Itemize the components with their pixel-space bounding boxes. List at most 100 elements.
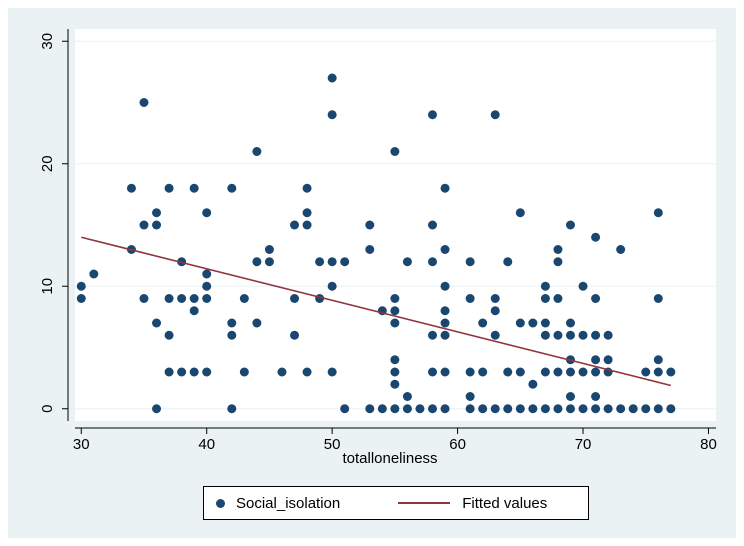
x-tick-label-80: 80 xyxy=(700,436,717,453)
data-point xyxy=(76,294,86,303)
x-tick-label-60: 60 xyxy=(449,436,466,453)
data-point xyxy=(177,294,187,303)
data-point xyxy=(428,404,438,414)
data-point xyxy=(139,294,149,303)
data-point xyxy=(202,281,212,291)
data-point xyxy=(540,318,550,328)
data-point xyxy=(440,183,450,193)
data-point xyxy=(164,294,174,303)
data-point xyxy=(603,355,613,365)
legend-item-fit: Fitted values xyxy=(340,495,547,512)
data-point xyxy=(565,220,575,230)
data-point xyxy=(565,318,575,328)
data-point xyxy=(565,330,575,340)
data-point xyxy=(202,269,212,279)
data-point xyxy=(365,404,375,414)
points-layer xyxy=(76,73,676,414)
data-point xyxy=(565,392,575,401)
data-point xyxy=(465,257,475,267)
x-axis-title: totalloneliness xyxy=(342,450,437,467)
x-tick-label-40: 40 xyxy=(198,436,215,453)
data-point xyxy=(202,294,212,303)
data-point xyxy=(503,367,513,377)
data-point xyxy=(591,294,601,303)
data-point xyxy=(202,367,212,377)
data-point xyxy=(327,257,337,267)
data-point xyxy=(565,367,575,377)
data-point xyxy=(440,367,450,377)
data-point xyxy=(402,404,412,414)
fit-layer xyxy=(81,236,672,387)
data-point xyxy=(189,306,199,316)
data-point xyxy=(440,281,450,291)
data-point xyxy=(164,183,174,193)
data-point xyxy=(365,220,375,230)
data-point xyxy=(252,318,262,328)
data-point xyxy=(390,306,400,316)
data-point xyxy=(440,306,450,316)
data-point xyxy=(327,281,337,291)
data-point xyxy=(490,110,500,120)
data-point xyxy=(227,330,237,340)
data-point xyxy=(189,183,199,193)
data-point xyxy=(653,367,663,377)
data-point xyxy=(540,281,550,291)
data-point xyxy=(440,330,450,340)
data-point xyxy=(327,110,337,120)
data-point xyxy=(490,306,500,316)
data-point xyxy=(603,404,613,414)
data-point xyxy=(578,281,588,291)
data-point xyxy=(490,404,500,414)
data-point xyxy=(227,404,237,414)
data-point xyxy=(428,330,438,340)
data-point xyxy=(139,98,149,107)
data-point xyxy=(152,208,162,218)
data-point xyxy=(540,404,550,414)
data-point xyxy=(264,245,274,254)
data-point xyxy=(390,367,400,377)
graph-region: 0 10 20 30 30 40 50 60 70 80 totalloneliness Soci… xyxy=(8,8,736,538)
data-point xyxy=(152,318,162,328)
data-point xyxy=(528,379,538,389)
data-point xyxy=(152,404,162,414)
data-point xyxy=(89,269,99,279)
x-tick-label-70: 70 xyxy=(575,436,592,453)
data-point xyxy=(553,404,563,414)
data-point xyxy=(616,404,626,414)
data-point xyxy=(428,110,438,120)
data-point xyxy=(540,367,550,377)
data-point xyxy=(302,208,312,218)
data-point xyxy=(591,367,601,377)
data-point xyxy=(302,183,312,193)
data-point xyxy=(327,73,337,83)
data-point xyxy=(503,404,513,414)
data-point xyxy=(478,367,488,377)
data-point xyxy=(653,404,663,414)
data-point xyxy=(465,404,475,414)
data-point xyxy=(515,367,525,377)
data-point xyxy=(177,367,187,377)
data-point xyxy=(591,404,601,414)
data-point xyxy=(578,330,588,340)
legend-item-scatter: Social_isolation xyxy=(204,495,340,512)
data-point xyxy=(578,367,588,377)
data-point xyxy=(428,220,438,230)
data-point xyxy=(340,257,350,267)
data-point xyxy=(490,330,500,340)
data-point xyxy=(528,404,538,414)
x-tick-label-30: 30 xyxy=(73,436,90,453)
data-point xyxy=(239,367,249,377)
data-point xyxy=(553,245,563,254)
data-point xyxy=(390,318,400,328)
data-point xyxy=(478,404,488,414)
data-point xyxy=(666,367,676,377)
data-point xyxy=(653,355,663,365)
data-point xyxy=(76,281,86,291)
data-point xyxy=(428,257,438,267)
data-point xyxy=(402,257,412,267)
data-point xyxy=(126,183,136,193)
data-point xyxy=(666,404,676,414)
legend-label-fit: Fitted values xyxy=(462,494,548,512)
fitted-line xyxy=(81,236,672,387)
data-point xyxy=(465,294,475,303)
